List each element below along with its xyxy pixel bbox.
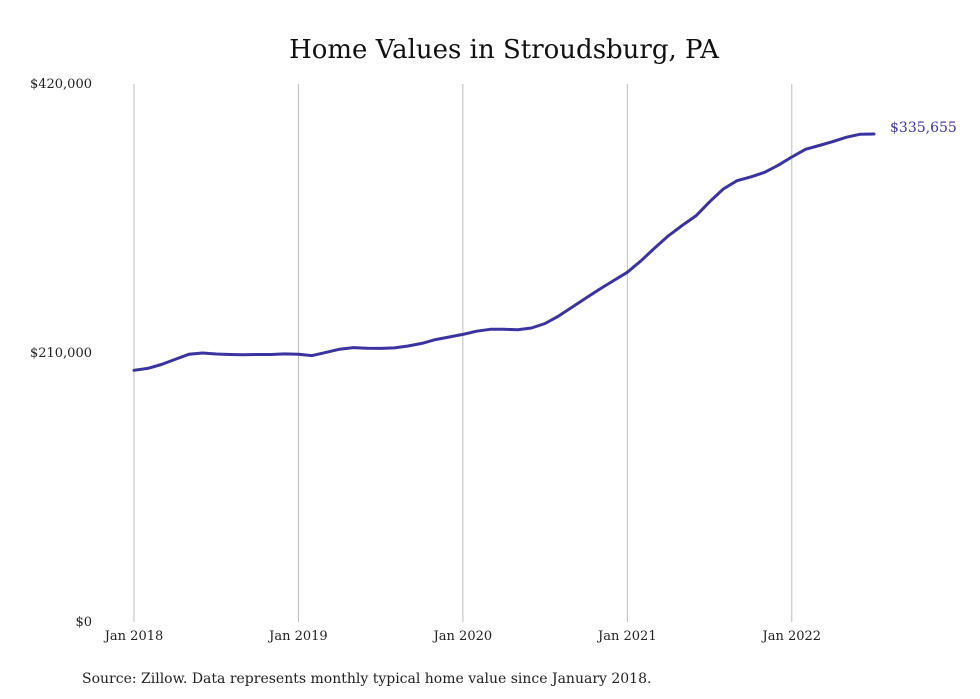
chart-title: Home Values in Stroudsburg, PA [289,35,720,65]
y-tick-label: $0 [75,615,92,630]
x-tick-label: Jan 2022 [760,629,821,644]
x-tick-label: Jan 2018 [103,629,164,644]
y-axis-labels: $0 $210,000 $420,000 [30,77,92,630]
vertical-gridlines [133,84,793,622]
source-note: Source: Zillow. Data represents monthly … [82,671,651,687]
y-tick-label: $420,000 [30,77,92,92]
x-axis-labels: Jan 2018 Jan 2019 Jan 2020 Jan 2021 Jan 2022 [103,629,821,644]
x-tick-label: Jan 2019 [267,629,328,644]
series-line [132,132,876,372]
x-tick-label: Jan 2021 [596,629,657,644]
end-value-label: $335,655 [890,120,957,136]
y-tick-label: $210,000 [30,346,92,361]
x-tick-label: Jan 2020 [432,629,493,644]
series-layer: $335,655 [132,120,957,372]
